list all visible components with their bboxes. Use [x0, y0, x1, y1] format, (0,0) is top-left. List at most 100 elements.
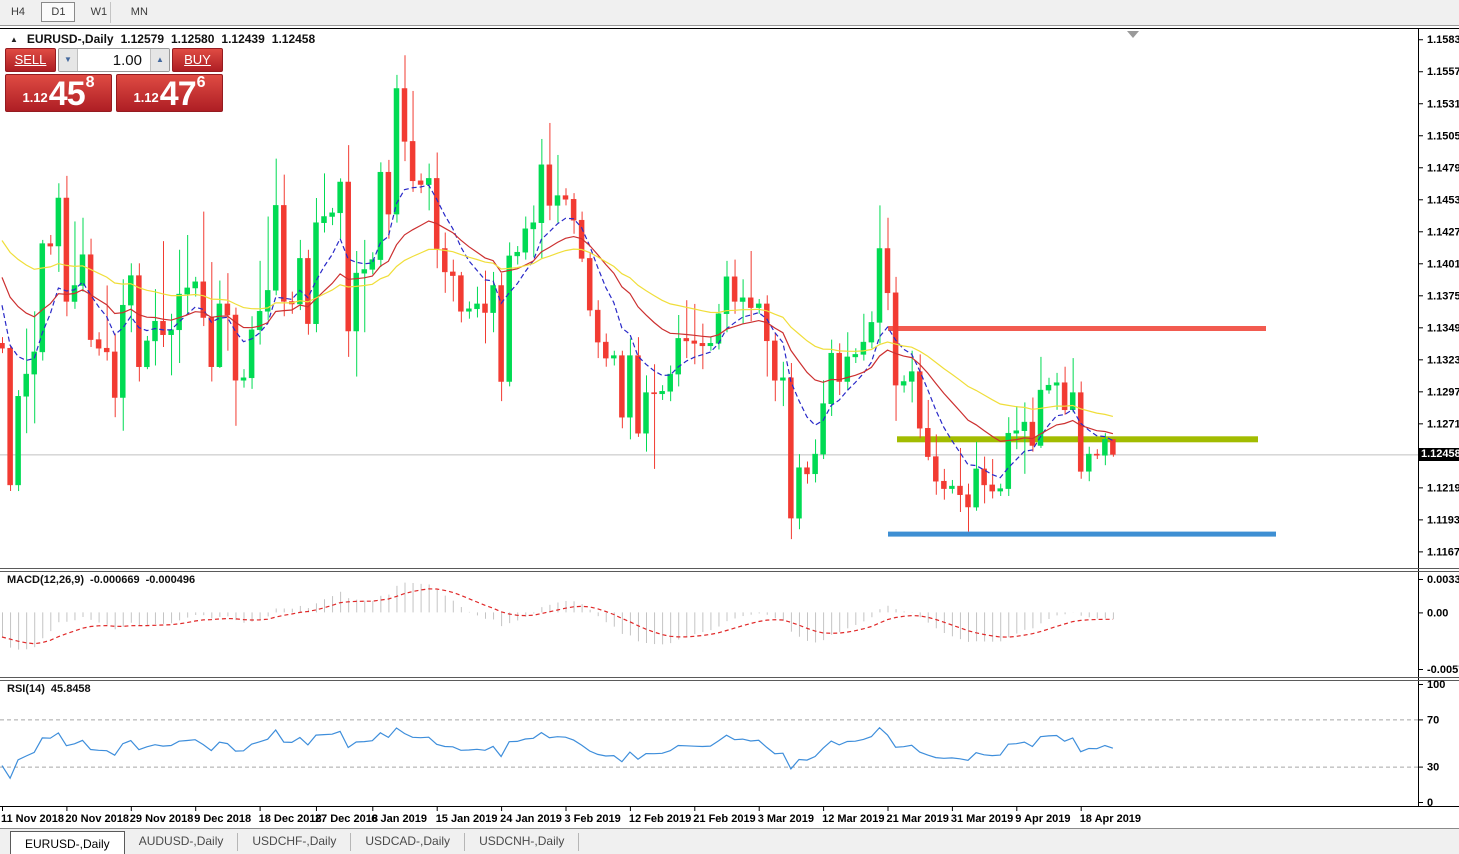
tab-audusd-daily[interactable]: AUDUSD-,Daily	[125, 833, 239, 851]
ohlc-low: 1.12439	[221, 32, 265, 46]
buy-price-prefix: 1.12	[133, 90, 159, 105]
sell-price-big: 45	[48, 75, 86, 113]
sell-price-sup: 8	[85, 74, 95, 91]
svg-text:15 Jan 2019: 15 Jan 2019	[436, 813, 498, 825]
svg-text:1.13490: 1.13490	[1427, 322, 1459, 334]
macd-label: MACD(12,26,9)	[7, 574, 85, 586]
rsi-line	[1, 726, 1114, 780]
rsi-label-row: RSI(14) 45.8458	[7, 683, 91, 695]
svg-text:1.15830: 1.15830	[1427, 34, 1459, 46]
symbol-tabbar: EURUSD-,Daily AUDUSD-,Daily USDCHF-,Dail…	[0, 828, 1459, 854]
svg-text:1.12710: 1.12710	[1427, 418, 1459, 430]
date-axis-labels: 11 Nov 2018 20 Nov 2018 29 Nov 2018 9 Dec 2…	[1, 806, 1141, 825]
buy-price-sup: 6	[196, 74, 206, 91]
svg-text:30: 30	[1427, 762, 1439, 774]
svg-text:-0.00574: -0.00574	[1427, 664, 1459, 676]
timeframe-button-h4[interactable]: H4	[10, 6, 26, 18]
svg-text:1.14530: 1.14530	[1427, 194, 1459, 206]
sell-price-panel[interactable]: 1.12 45 8	[5, 74, 112, 112]
rsi-value: 45.8458	[50, 683, 91, 695]
tab-usdchf-daily[interactable]: USDCHF-,Daily	[238, 833, 352, 851]
svg-text:70: 70	[1427, 714, 1439, 726]
candles-layer	[0, 55, 1116, 540]
ohlc-close: 1.12458	[271, 32, 316, 46]
chart-shift-icon	[1127, 31, 1139, 38]
svg-text:29 Nov 2018: 29 Nov 2018	[130, 813, 194, 825]
macd-value-main: -0.000669	[90, 574, 140, 586]
svg-text:24 Jan 2019: 24 Jan 2019	[500, 813, 562, 825]
ma-slow-line	[1, 240, 1114, 417]
tab-usdcad-daily[interactable]: USDCAD-,Daily	[351, 833, 466, 851]
ma-mid-line	[1, 220, 1114, 442]
svg-text:1.15570: 1.15570	[1427, 66, 1459, 78]
tab-usdcnh-daily[interactable]: USDCNH-,Daily	[465, 833, 580, 851]
chart-frame	[0, 28, 1459, 807]
svg-text:20 Nov 2018: 20 Nov 2018	[65, 813, 129, 825]
svg-text:12 Mar 2019: 12 Mar 2019	[822, 813, 884, 825]
rsi-label: RSI(14)	[7, 683, 45, 695]
toolbar-separator	[110, 2, 111, 23]
resistance-line[interactable]	[888, 326, 1266, 331]
svg-text:6 Jan 2019: 6 Jan 2019	[371, 813, 427, 825]
svg-text:11 Nov 2018: 11 Nov 2018	[1, 813, 64, 825]
timeframe-button-d1[interactable]: D1	[41, 2, 76, 22]
timeframe-toolbar: H4 D1 W1 MN	[0, 0, 1459, 26]
svg-text:31 Mar 2019: 31 Mar 2019	[951, 813, 1013, 825]
svg-text:12 Feb 2019: 12 Feb 2019	[629, 813, 691, 825]
rsi-levels	[0, 719, 1418, 768]
collapse-triangle-icon[interactable]: ▲	[10, 35, 18, 44]
svg-text:0.003386: 0.003386	[1427, 574, 1459, 586]
svg-text:1.14790: 1.14790	[1427, 162, 1459, 174]
svg-text:21 Feb 2019: 21 Feb 2019	[693, 813, 755, 825]
svg-text:1.12190: 1.12190	[1427, 482, 1459, 494]
ohlc-high: 1.12580	[171, 32, 215, 46]
svg-text:1.13750: 1.13750	[1427, 290, 1459, 302]
svg-text:18 Apr 2019: 18 Apr 2019	[1080, 813, 1141, 825]
volume-input[interactable]	[78, 49, 150, 71]
support-line[interactable]	[888, 531, 1276, 537]
volume-spinner: ▼ ▲	[58, 48, 170, 72]
rsi-axis-labels: 100 70 30 0	[1418, 679, 1445, 809]
volume-increase-icon[interactable]: ▲	[150, 49, 169, 71]
ohlc-open: 1.12579	[120, 32, 164, 46]
macd-signal-line	[1, 588, 1113, 645]
svg-text:1.13230: 1.13230	[1427, 354, 1459, 366]
svg-text:1.15310: 1.15310	[1427, 98, 1459, 110]
svg-text:0: 0	[1427, 797, 1433, 809]
svg-text:1.12970: 1.12970	[1427, 386, 1459, 398]
svg-text:1.14270: 1.14270	[1427, 226, 1459, 238]
tab-eurusd-daily[interactable]: EURUSD-,Daily	[10, 831, 125, 854]
macd-axis-labels: 0.003386 0.00 -0.00574	[1418, 574, 1459, 676]
sell-button[interactable]: SELL	[5, 48, 56, 72]
svg-text:0.00: 0.00	[1427, 607, 1448, 619]
svg-text:9 Apr 2019: 9 Apr 2019	[1015, 813, 1070, 825]
buy-price-big: 47	[159, 75, 197, 113]
timeframe-button-mn[interactable]: MN	[130, 6, 148, 18]
svg-text:1.15050: 1.15050	[1427, 130, 1459, 142]
current-price-box: 1.12458	[1419, 448, 1459, 461]
svg-text:1.11930: 1.11930	[1427, 514, 1459, 526]
timeframe-button-w1[interactable]: W1	[90, 6, 108, 18]
volume-decrease-icon[interactable]: ▼	[59, 49, 78, 71]
svg-text:27 Dec 2018: 27 Dec 2018	[315, 813, 378, 825]
macd-label-row: MACD(12,26,9) -0.000669 -0.000496	[7, 574, 195, 586]
svg-text:3 Feb 2019: 3 Feb 2019	[565, 813, 621, 825]
svg-text:9 Dec 2018: 9 Dec 2018	[194, 813, 251, 825]
sell-price-prefix: 1.12	[22, 90, 48, 105]
macd-value-signal: -0.000496	[145, 574, 196, 586]
svg-text:1.14010: 1.14010	[1427, 258, 1459, 270]
svg-text:100: 100	[1427, 679, 1445, 691]
chart-header: ▲ EURUSD-,Daily 1.12579 1.12580 1.12439 1.124…	[10, 32, 315, 46]
svg-text:18 Dec 2018: 18 Dec 2018	[259, 813, 322, 825]
buy-price-panel[interactable]: 1.12 47 6	[116, 74, 223, 112]
buy-button[interactable]: BUY	[172, 48, 223, 72]
chart-symbol-label: EURUSD-,Daily	[26, 32, 114, 46]
macd-histogram	[2, 582, 1114, 650]
price-axis-labels: 1.15830 1.15570 1.15310 1.15050 1.14790 1.145…	[1418, 34, 1459, 558]
pivot-line[interactable]	[897, 436, 1258, 443]
svg-text:3 Mar 2019: 3 Mar 2019	[758, 813, 814, 825]
